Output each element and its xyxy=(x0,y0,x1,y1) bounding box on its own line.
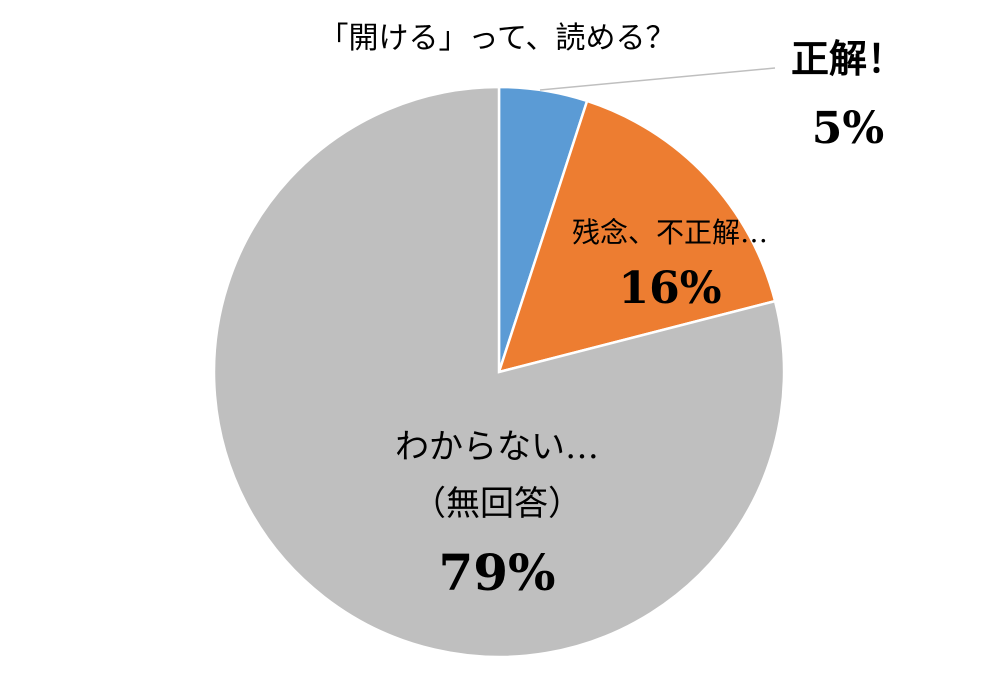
slice-value-correct: 5% xyxy=(812,103,884,154)
pie-slice-incorrect xyxy=(497,99,777,374)
slice-label-unknown: わからない… xyxy=(395,427,599,467)
slice-value-unknown: 79% xyxy=(438,543,555,602)
slice-value-incorrect: 16% xyxy=(618,263,721,314)
chart-title: 「開ける」って、読める？ xyxy=(319,21,676,56)
slice-label-correct: 正解！ xyxy=(791,36,905,81)
pie-slice-unknown xyxy=(212,85,786,659)
slice-sublabel-unknown: （無回答） xyxy=(412,484,582,524)
leader-line xyxy=(539,67,776,91)
slice-label-incorrect: 残念、不正解… xyxy=(572,216,768,249)
pie-slices xyxy=(212,85,786,659)
